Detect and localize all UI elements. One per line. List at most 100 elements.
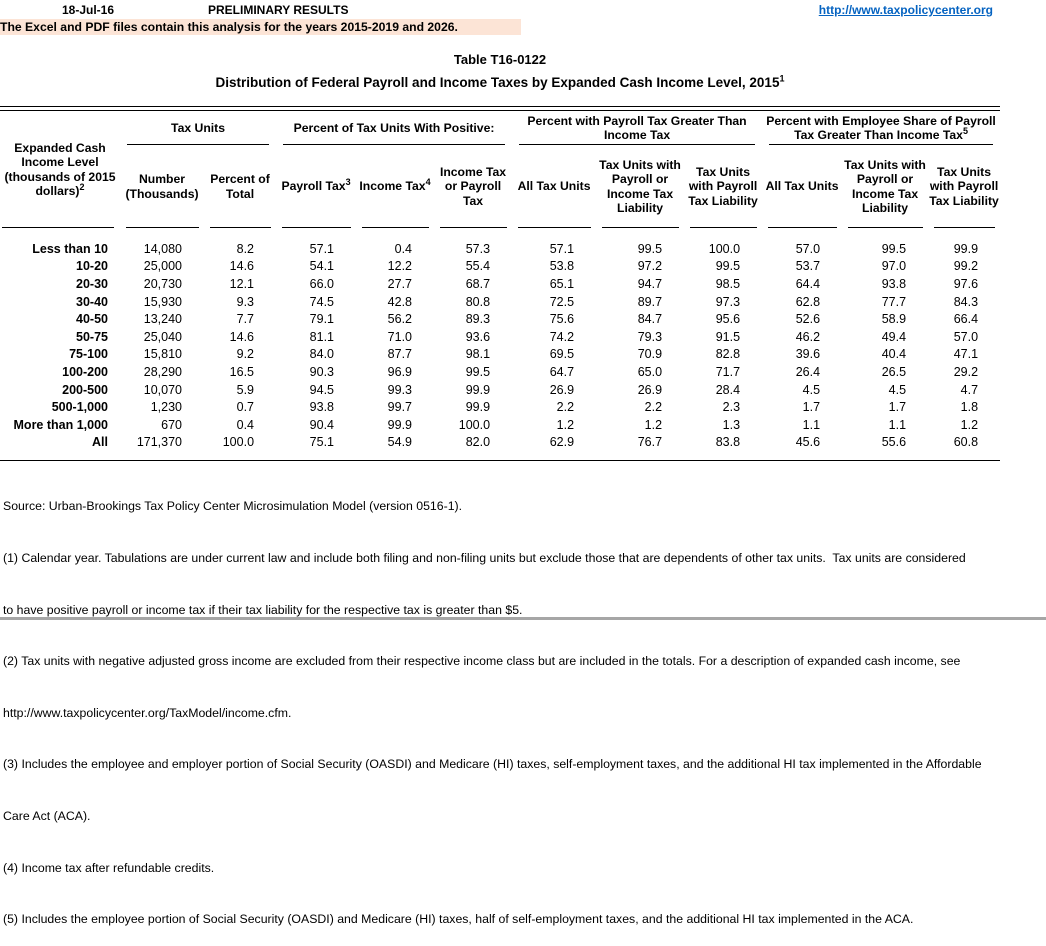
- cell: 1.1: [802, 417, 821, 432]
- source-note: Source: Urban-Brookings Tax Policy Cente…: [3, 499, 463, 514]
- cell: 99.5: [465, 364, 491, 379]
- note-2-url: http://www.taxpolicycenter.org/TaxModel/…: [3, 705, 292, 720]
- cell: 96.9: [387, 364, 413, 379]
- cell: 46.2: [795, 329, 821, 344]
- note-3: (3) Includes the employee and employer p…: [3, 757, 982, 772]
- cell: 4.7: [960, 382, 979, 397]
- cell: 8.2: [236, 241, 255, 256]
- table-row: All 171,370 100.0 75.1 54.9 82.0 62.9 76.7 83.8 4…: [0, 434, 1000, 452]
- cell: 26.9: [549, 382, 575, 397]
- table-row: 50-75 25,040 14.6 81.1 71.0 93.6 74.2 79.3 91.5 4…: [0, 328, 1000, 346]
- cell: 25,000: [143, 259, 182, 274]
- table-row: 100-200 28,290 16.5 90.3 96.9 99.5 64.7 65.0 71.…: [0, 363, 1000, 381]
- cell: 100.0: [458, 417, 491, 432]
- cell: 1.1: [888, 417, 907, 432]
- row-label: 100-200: [62, 364, 108, 379]
- cell: 0.4: [236, 417, 255, 432]
- col-percent-of-total: Percent of Total: [204, 145, 276, 228]
- cell: 1.7: [888, 400, 907, 415]
- note-2: (2) Tax units with negative adjusted gro…: [3, 654, 961, 669]
- table-row: 75-100 15,810 9.2 84.0 87.7 98.1 69.5 70.9 82.8 3…: [0, 346, 1000, 364]
- bottom-edge-bar: [0, 617, 1046, 620]
- cell: 15,810: [143, 347, 182, 362]
- cell: 54.9: [387, 435, 413, 450]
- cell: 1.3: [722, 417, 741, 432]
- group-tax-units: Tax Units: [120, 111, 276, 145]
- row-label: All: [92, 435, 108, 450]
- cell: 1.7: [802, 400, 821, 415]
- cell: 14.6: [229, 259, 255, 274]
- cell: 94.7: [637, 276, 663, 291]
- cell: 26.9: [637, 382, 663, 397]
- cell: 65.0: [637, 364, 663, 379]
- cell: 14.6: [229, 329, 255, 344]
- table-row: 500-1,000 1,230 0.7 93.8 99.7 99.9 2.2 2.2 2.3 1.…: [0, 398, 1000, 416]
- cell: 62.9: [549, 435, 575, 450]
- cell: 56.2: [387, 312, 413, 327]
- cell: 55.4: [465, 259, 491, 274]
- cell: 98.5: [715, 276, 741, 291]
- cell: 12.1: [229, 276, 255, 291]
- cell: 79.3: [637, 329, 663, 344]
- cell: 74.5: [309, 294, 335, 309]
- cell: 39.6: [795, 347, 821, 362]
- cell: 0.7: [236, 400, 255, 415]
- analysis-banner: The Excel and PDF files contain this ana…: [0, 19, 521, 35]
- cell: 1.2: [644, 417, 663, 432]
- cell: 99.5: [881, 241, 907, 256]
- col-payroll-tax-text: Payroll Tax: [281, 179, 346, 194]
- col-payroll-tax: Payroll Tax3: [276, 145, 356, 228]
- cell: 26.5: [881, 364, 907, 379]
- cell: 15,930: [143, 294, 182, 309]
- table-row: More than 1,000 670 0.4 90.4 99.9 100.0 1.2 1.2…: [0, 416, 1000, 434]
- cell: 1,230: [150, 400, 182, 415]
- cell: 99.3: [387, 382, 413, 397]
- cell: 90.3: [309, 364, 335, 379]
- cell: 66.4: [953, 312, 979, 327]
- note-5: (5) Includes the employee portion of Soc…: [3, 912, 914, 927]
- cell: 52.6: [795, 312, 821, 327]
- taxpolicycenter-link[interactable]: http://www.taxpolicycenter.org: [818, 3, 993, 17]
- cell: 93.6: [465, 329, 491, 344]
- cell: 75.6: [549, 312, 575, 327]
- row-label: 75-100: [69, 347, 108, 362]
- cell: 5.9: [236, 382, 255, 397]
- cell: 72.5: [549, 294, 575, 309]
- status-label: PRELIMINARY RESULTS: [208, 3, 349, 17]
- cell: 71.7: [715, 364, 741, 379]
- cell: 0.4: [394, 241, 413, 256]
- row-label: Less than 10: [32, 241, 108, 256]
- cell: 14,080: [143, 241, 182, 256]
- table-number: Table T16-0122: [453, 52, 547, 67]
- cell: 95.6: [715, 312, 741, 327]
- cell: 99.9: [465, 382, 491, 397]
- cell: 84.7: [637, 312, 663, 327]
- table-row: 10-20 25,000 14.6 54.1 12.2 55.4 53.8 97.2 99.5 5…: [0, 258, 1000, 276]
- cell: 60.8: [953, 435, 979, 450]
- row-label: 500-1,000: [51, 400, 108, 415]
- group-footnote-marker: 5: [962, 125, 968, 136]
- cell: 97.3: [715, 294, 741, 309]
- cell: 1.2: [556, 417, 575, 432]
- col-number-thousands: Number (Thousands): [120, 145, 204, 228]
- cell: 2.3: [722, 400, 741, 415]
- cell: 69.5: [549, 347, 575, 362]
- col-income-tax: Income Tax4: [356, 145, 434, 228]
- col-units-payroll-or-income-2: Tax Units with Payroll or Income Tax Lia…: [842, 145, 928, 228]
- cell: 93.8: [881, 276, 907, 291]
- cell: 99.9: [953, 241, 979, 256]
- cell: 16.5: [229, 364, 255, 379]
- cell: 93.8: [309, 400, 335, 415]
- cell: 91.5: [715, 329, 741, 344]
- cell: 7.7: [236, 312, 255, 327]
- group-employee-share-greater: Percent with Employee Share of Payroll T…: [762, 111, 1000, 145]
- cell: 670: [161, 417, 182, 432]
- group-employee-share-text: Percent with Employee Share of Payroll T…: [766, 113, 996, 143]
- col-all-tax-units-1: All Tax Units: [512, 145, 596, 228]
- cell: 66.0: [309, 276, 335, 291]
- cell: 12.2: [387, 259, 413, 274]
- col-units-payroll-or-income-1: Tax Units with Payroll or Income Tax Lia…: [596, 145, 684, 228]
- note-4: (4) Income tax after refundable credits.: [3, 860, 215, 875]
- group-percent-positive: Percent of Tax Units With Positive:: [276, 111, 512, 145]
- group-header-row: Expanded Cash Income Level (thousands of…: [0, 111, 1000, 228]
